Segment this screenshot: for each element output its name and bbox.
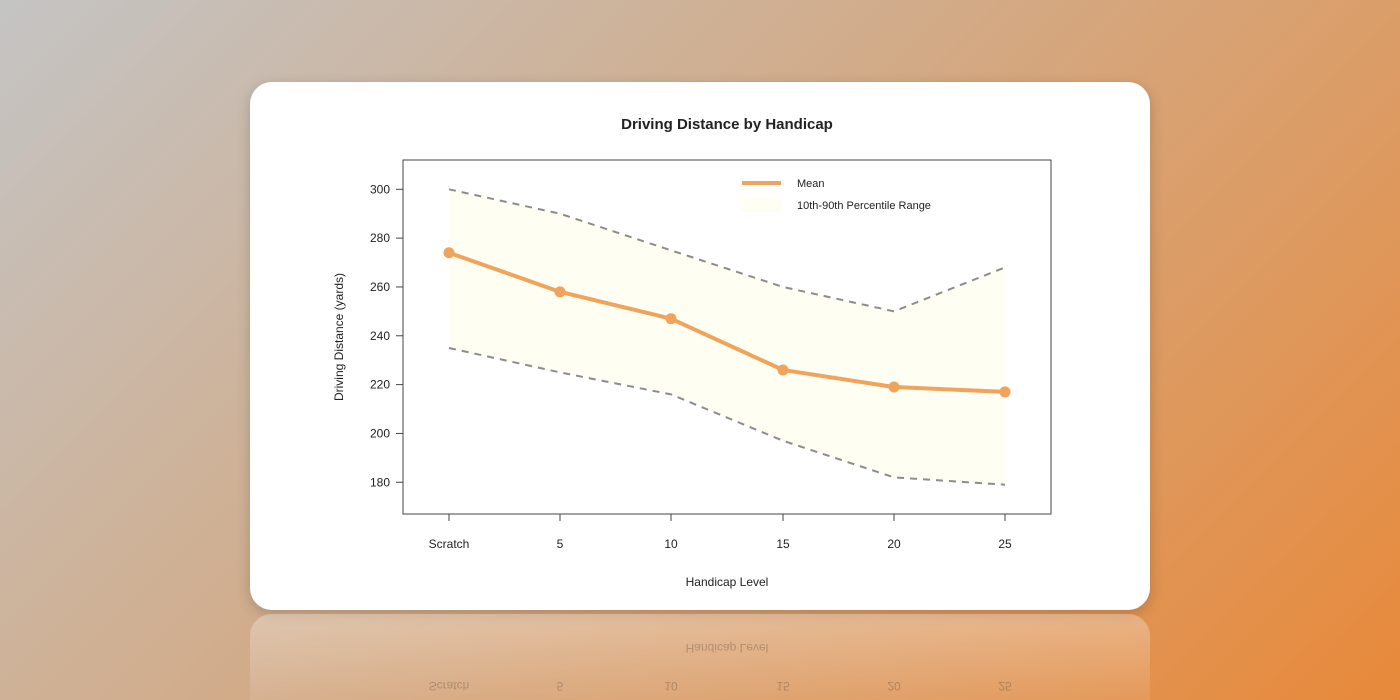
reflected-x-tick-label: 5: [557, 679, 564, 693]
percentile-band: [449, 189, 1005, 485]
reflection-svg: Scratch 5 10 15 20 25 Handicap Level: [429, 641, 1012, 693]
chart-card: Driving Distance by Handicap Driving Dis…: [250, 82, 1150, 610]
plot-frame: [402, 159, 1052, 515]
plot-area: 180 200 220 240 260 280 300 Scratch 5 10 15 20 25: [370, 159, 1052, 551]
y-tick-label: 240: [370, 329, 390, 343]
y-tick-label: 280: [370, 231, 390, 245]
mean-point: [777, 364, 789, 376]
percentile-10th-line: [448, 347, 1006, 486]
y-tick-label: 200: [370, 426, 390, 440]
line-chart: Driving Distance by Handicap Driving Dis…: [332, 116, 1052, 589]
card-reflection: Scratch 5 10 15 20 25 Handicap Level: [250, 614, 1150, 700]
mean-line: [448, 250, 1006, 394]
y-axis-label: Driving Distance (yards): [332, 273, 346, 401]
y-tick-label: 260: [370, 280, 390, 294]
reflected-x-tick-label: 25: [998, 679, 1012, 693]
x-axis-label: Handicap Level: [686, 575, 769, 589]
y-tick-label: 220: [370, 378, 390, 392]
mean-point: [665, 313, 677, 325]
x-tick-label: 20: [887, 537, 901, 551]
mean-point: [443, 247, 455, 259]
mean-point: [888, 381, 900, 393]
x-tick-label: Scratch: [429, 537, 470, 551]
x-tick-label: 5: [557, 537, 564, 551]
legend-band-label: 10th-90th Percentile Range: [797, 200, 931, 212]
chart-title: Driving Distance by Handicap: [621, 116, 833, 133]
reflected-x-tick-label: 15: [776, 679, 790, 693]
reflected-x-tick-label: 10: [664, 679, 678, 693]
x-tick-label: 10: [664, 537, 678, 551]
mean-point: [554, 286, 566, 298]
reflected-x-tick-label: 20: [887, 679, 901, 693]
legend-band-swatch: [742, 198, 782, 212]
reflected-x-axis-label: Handicap Level: [686, 641, 769, 655]
mean-point: [999, 386, 1011, 398]
percentile-90th-line: [448, 188, 1006, 313]
legend-mean-label: Mean: [797, 178, 825, 190]
y-tick-label: 300: [370, 182, 390, 196]
x-tick-label: 25: [998, 537, 1012, 551]
chart-legend: Mean 10th-90th Percentile Range: [742, 178, 931, 212]
reflected-x-tick-label: Scratch: [429, 679, 470, 693]
x-tick-label: 15: [776, 537, 790, 551]
y-tick-label: 180: [370, 475, 390, 489]
